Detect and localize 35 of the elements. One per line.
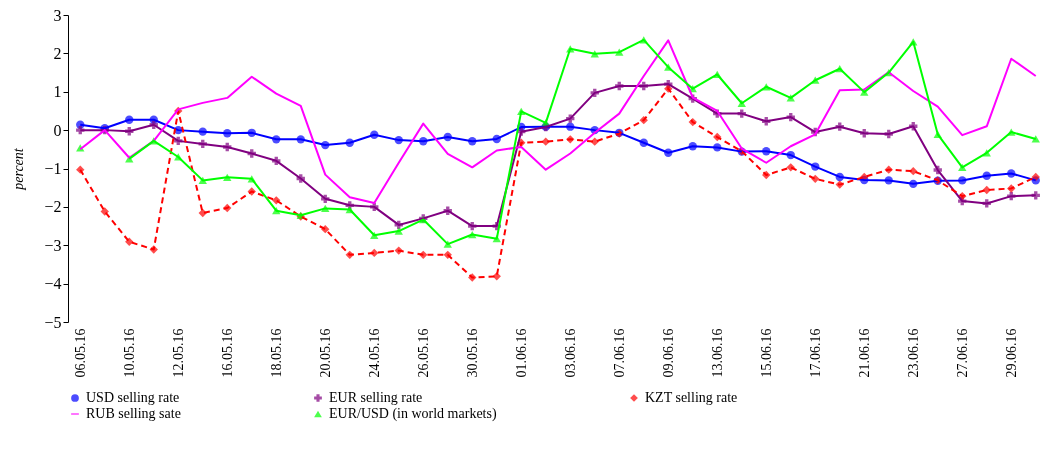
y-tick-label: −4 — [44, 275, 62, 293]
y-tick-label: 2 — [53, 44, 62, 62]
x-tick-label: 12.05.16 — [170, 328, 186, 378]
y-tick-label: −2 — [44, 198, 62, 216]
y-axis-title: percent — [11, 147, 27, 191]
x-tick-label: 26.05.16 — [415, 328, 431, 378]
x-tick-label: 07.06.16 — [611, 328, 627, 378]
x-tick-label: 09.06.16 — [660, 328, 676, 378]
y-tick-label: −5 — [44, 313, 62, 331]
x-tick-label: 03.06.16 — [562, 328, 578, 378]
legend-label: RUB selling sate — [86, 406, 181, 421]
x-tick-label: 16.05.16 — [219, 328, 235, 378]
y-tick-label: 3 — [53, 6, 62, 24]
y-tick-label: 0 — [53, 121, 62, 139]
x-tick-label: 30.05.16 — [464, 328, 480, 378]
x-tick-label: 20.05.16 — [317, 328, 333, 378]
x-tick-label: 23.06.16 — [905, 328, 921, 378]
y-tick-label: 1 — [53, 83, 62, 101]
x-tick-label: 17.06.16 — [807, 328, 823, 378]
y-tick-label: −3 — [44, 236, 62, 254]
x-tick-label: 18.05.16 — [268, 328, 284, 378]
x-tick-label: 27.06.16 — [954, 328, 970, 378]
x-tick-label: 21.06.16 — [856, 328, 872, 378]
x-tick-label: 01.06.16 — [513, 328, 529, 378]
legend-label: EUR/USD (in world markets) — [329, 406, 497, 422]
legend-label: USD selling rate — [86, 390, 180, 405]
x-tick-label: 13.06.16 — [709, 328, 725, 378]
x-tick-label: 24.05.16 — [366, 328, 382, 378]
y-tick-label: −1 — [44, 160, 62, 177]
x-tick-label: 06.05.16 — [72, 328, 88, 378]
x-tick-label: 15.06.16 — [758, 328, 774, 378]
legend-label: KZT selling rate — [645, 390, 738, 405]
x-tick-label: 29.06.16 — [1003, 328, 1019, 378]
x-tick-label: 10.05.16 — [121, 328, 137, 378]
legend-label: EUR selling rate — [329, 390, 423, 405]
